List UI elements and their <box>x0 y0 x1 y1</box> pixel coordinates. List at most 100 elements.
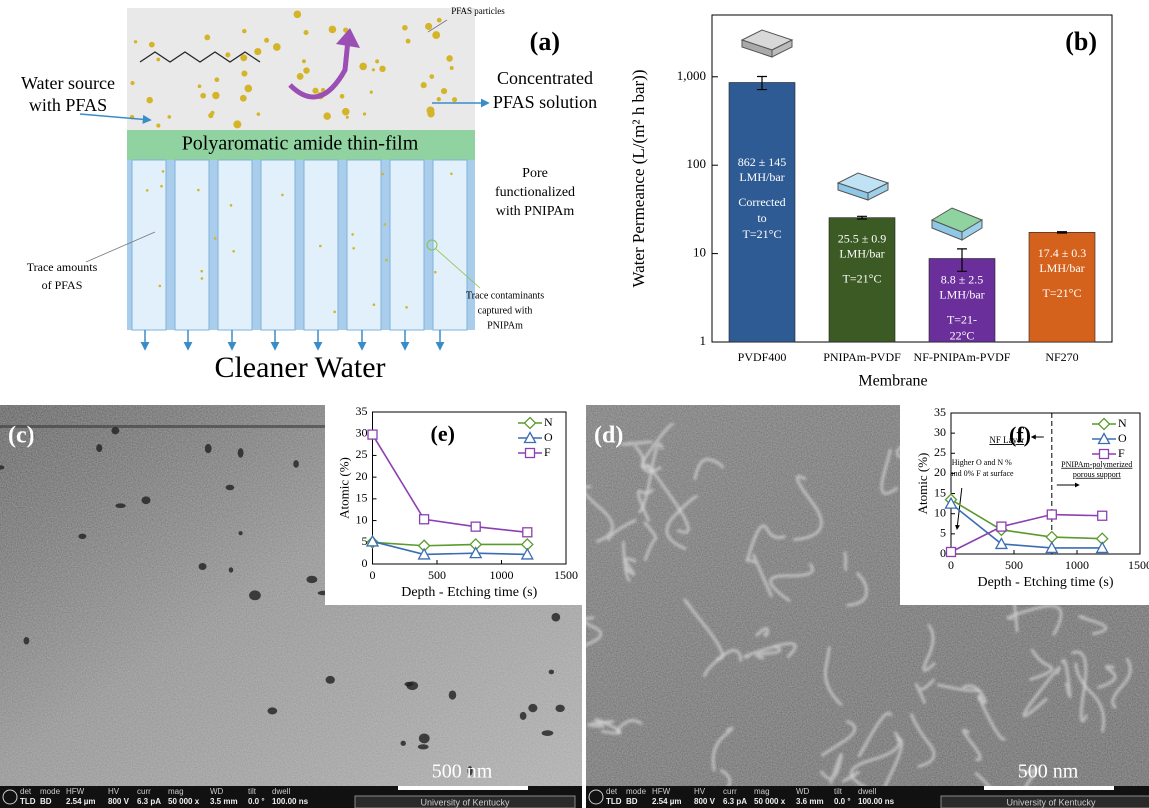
info-header: mag <box>754 787 770 796</box>
pore <box>205 444 212 453</box>
trace-particle <box>146 189 149 192</box>
particle <box>425 23 432 30</box>
marker <box>526 449 535 458</box>
particle <box>254 48 261 55</box>
info-header: HFW <box>66 787 85 796</box>
info-header: dwell <box>858 787 876 796</box>
pore <box>115 503 125 508</box>
particle <box>304 30 309 35</box>
marker <box>1047 510 1056 519</box>
label: PFAS solution <box>493 92 597 112</box>
info-value: 800 V <box>694 797 716 806</box>
trace-particle <box>352 247 355 250</box>
info-header: det <box>20 787 32 796</box>
marker <box>1098 511 1107 520</box>
particle <box>312 88 318 94</box>
pore-column <box>175 160 209 330</box>
x-tick-label: 0 <box>948 558 954 572</box>
value-label: 17.4 ± 0.3 <box>1038 246 1087 260</box>
info-value: 100.00 ns <box>858 797 895 806</box>
pore <box>306 576 317 583</box>
label: Pore <box>522 166 548 181</box>
particle <box>437 18 442 23</box>
particle <box>240 95 247 102</box>
scale-bar <box>398 786 528 790</box>
particle <box>450 66 454 70</box>
region-right: porous support <box>1073 470 1122 479</box>
particle <box>200 93 206 99</box>
info-header: WD <box>796 787 810 796</box>
info-header: det <box>606 787 618 796</box>
particle <box>323 112 331 120</box>
particle <box>402 25 408 31</box>
chart-title: (e) <box>431 421 455 446</box>
region-right: PNIPAm-polymerized <box>1061 460 1132 469</box>
pore <box>142 496 151 504</box>
particle <box>134 40 137 43</box>
label: of PFAS <box>42 278 83 292</box>
pore-column <box>433 160 467 330</box>
bar-note: T=21°C <box>843 271 882 285</box>
institution: University of Kentucky <box>1006 797 1096 807</box>
pore <box>549 670 554 675</box>
particle <box>210 111 214 115</box>
trace-particle <box>385 259 388 262</box>
x-tick-label: 0 <box>370 568 376 582</box>
particle <box>406 39 411 44</box>
info-header: WD <box>210 787 224 796</box>
y-tick-label: 100 <box>687 156 707 171</box>
info-header: dwell <box>272 787 290 796</box>
particle <box>241 71 247 77</box>
particle <box>156 58 160 62</box>
x-tick-label: PNIPAm-PVDF <box>823 350 901 364</box>
x-tick-label: 500 <box>1005 558 1023 572</box>
x-tick-label: 1500 <box>1128 558 1149 572</box>
thin-film-label: Polyaromatic amide thin-film <box>182 133 419 155</box>
particle <box>421 82 427 88</box>
y-tick-label: 1,000 <box>677 68 706 83</box>
trace-particle <box>351 233 354 236</box>
info-value: 50 000 x <box>168 797 200 806</box>
particle <box>245 85 253 93</box>
pore <box>520 712 527 720</box>
trace-particle <box>232 250 235 253</box>
x-tick-label: NF-PNIPAm-PVDF <box>914 350 1011 364</box>
pore <box>542 730 554 736</box>
trace-particle <box>214 237 217 240</box>
particle <box>297 73 304 80</box>
y-tick-label: 25 <box>934 445 946 459</box>
value-unit: LMH/bar <box>1039 261 1084 275</box>
scale-label: 500 nm <box>432 761 493 783</box>
panel-label: (d) <box>594 423 623 449</box>
y-tick-label: 20 <box>934 465 946 479</box>
info-header: curr <box>723 787 737 796</box>
legend-label: O <box>1118 431 1127 445</box>
info-header: mode <box>626 787 647 796</box>
pore <box>238 448 244 458</box>
trace-particle <box>162 170 165 173</box>
bar-note: T=21°C <box>743 227 782 241</box>
value-unit: LMH/bar <box>939 287 984 301</box>
x-axis-label: Depth - Etching time (s) <box>977 575 1113 590</box>
y-tick-label: 30 <box>934 425 946 439</box>
x-tick-label: 1000 <box>490 568 514 582</box>
y-tick-label: 15 <box>356 491 368 505</box>
particle <box>446 55 453 62</box>
particle <box>379 66 385 72</box>
info-header: tilt <box>834 787 843 796</box>
note: and 0% F at surface <box>950 469 1014 478</box>
panel-label: (c) <box>8 423 35 449</box>
particle <box>204 34 210 40</box>
pore <box>551 613 560 622</box>
cleaner-water-label: Cleaner Water <box>214 351 385 384</box>
y-axis-label: Atomic (%) <box>915 453 930 515</box>
particle <box>302 59 306 63</box>
label: Concentrated <box>497 68 593 88</box>
particle <box>257 112 261 116</box>
info-header: tilt <box>248 787 257 796</box>
x-tick-label: 1500 <box>554 568 578 582</box>
value-label: 862 ± 145 <box>738 155 787 169</box>
marker <box>1100 450 1109 459</box>
x-axis-label: Depth - Etching time (s) <box>401 585 537 600</box>
pore <box>229 567 233 572</box>
